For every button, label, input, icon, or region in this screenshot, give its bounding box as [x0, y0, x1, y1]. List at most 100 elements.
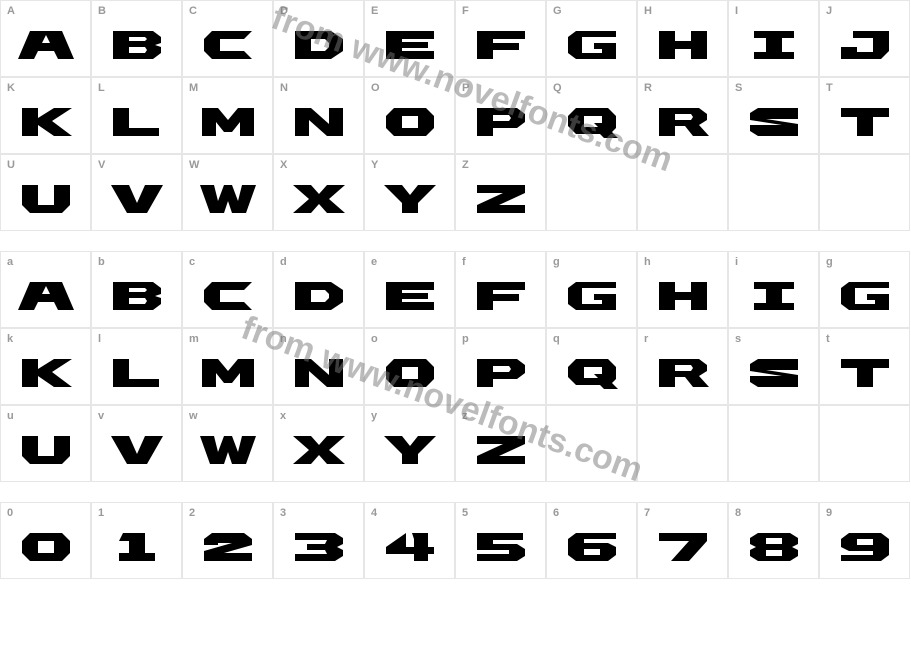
glyph-9 — [837, 525, 893, 569]
cell-label: E — [371, 5, 378, 17]
glyph-cell: k — [0, 328, 91, 405]
glyph-I — [746, 274, 802, 318]
glyph-cell: E — [364, 0, 455, 77]
glyph-cell — [637, 405, 728, 482]
glyph-Z — [473, 177, 529, 221]
cell-label: 9 — [826, 507, 832, 519]
glyph-6 — [564, 525, 620, 569]
glyph-cell: 5 — [455, 502, 546, 579]
glyph-cell: K — [0, 77, 91, 154]
glyph-T — [837, 100, 893, 144]
glyph-cell: t — [819, 328, 910, 405]
cell-label: U — [7, 159, 15, 171]
glyph-cell: W — [182, 154, 273, 231]
glyph-cell: c — [182, 251, 273, 328]
glyph-cell: 3 — [273, 502, 364, 579]
cell-label: c — [189, 256, 195, 268]
cell-label: 7 — [644, 507, 650, 519]
glyph-cell — [546, 154, 637, 231]
glyph-row: 0123456789 — [0, 502, 911, 579]
cell-label: z — [462, 410, 468, 422]
glyph-N — [291, 100, 347, 144]
glyph-Y — [382, 428, 438, 472]
cell-label: x — [280, 410, 286, 422]
glyph-cell: w — [182, 405, 273, 482]
glyph-Y — [382, 177, 438, 221]
cell-label: f — [462, 256, 466, 268]
glyph-G — [564, 274, 620, 318]
cell-label: i — [735, 256, 738, 268]
glyph-cell: r — [637, 328, 728, 405]
glyph-P — [473, 351, 529, 395]
cell-label: J — [826, 5, 832, 17]
cell-label: P — [462, 82, 469, 94]
glyph-cell: F — [455, 0, 546, 77]
glyph-cell: h — [637, 251, 728, 328]
glyph-7 — [655, 525, 711, 569]
cell-label: O — [371, 82, 380, 94]
glyph-E — [382, 23, 438, 67]
glyph-X — [291, 177, 347, 221]
glyph-cell: y — [364, 405, 455, 482]
glyph-H — [655, 274, 711, 318]
glyph-cell: A — [0, 0, 91, 77]
glyph-V — [109, 428, 165, 472]
cell-label: e — [371, 256, 377, 268]
glyph-cell — [819, 154, 910, 231]
glyph-C — [200, 23, 256, 67]
glyph-A — [18, 23, 74, 67]
glyph-cell: q — [546, 328, 637, 405]
glyph-E — [382, 274, 438, 318]
glyph-V — [109, 177, 165, 221]
glyph-M — [200, 351, 256, 395]
cell-label: C — [189, 5, 197, 17]
glyph-cell: 7 — [637, 502, 728, 579]
glyph-cell: v — [91, 405, 182, 482]
cell-label: a — [7, 256, 13, 268]
cell-label: R — [644, 82, 652, 94]
glyph-cell: L — [91, 77, 182, 154]
cell-label: V — [98, 159, 105, 171]
glyph-U — [18, 177, 74, 221]
cell-label: Y — [371, 159, 378, 171]
glyph-cell: n — [273, 328, 364, 405]
spacer-row — [0, 231, 911, 251]
cell-label: d — [280, 256, 287, 268]
glyph-L — [109, 100, 165, 144]
glyph-cell: b — [91, 251, 182, 328]
glyph-cell: T — [819, 77, 910, 154]
glyph-X — [291, 428, 347, 472]
cell-label: u — [7, 410, 14, 422]
cell-label: r — [644, 333, 648, 345]
cell-label: W — [189, 159, 199, 171]
glyph-cell: m — [182, 328, 273, 405]
glyph-cell: 0 — [0, 502, 91, 579]
cell-label: k — [7, 333, 13, 345]
cell-label: s — [735, 333, 741, 345]
cell-label: K — [7, 82, 15, 94]
glyph-cell: R — [637, 77, 728, 154]
cell-label: g — [553, 256, 560, 268]
glyph-B — [109, 274, 165, 318]
glyph-row: klmnopqrst — [0, 328, 911, 405]
cell-label: o — [371, 333, 378, 345]
glyph-cell: Q — [546, 77, 637, 154]
cell-label: Z — [462, 159, 469, 171]
glyph-cell: Y — [364, 154, 455, 231]
cell-label: 6 — [553, 507, 559, 519]
cell-label: v — [98, 410, 104, 422]
glyph-chart: ABCDEFGHIJKLMNOPQRSTUVWXYZabcdefghigklmn… — [0, 0, 911, 579]
glyph-J — [837, 23, 893, 67]
glyph-2 — [200, 525, 256, 569]
glyph-cell: 2 — [182, 502, 273, 579]
cell-label: q — [553, 333, 560, 345]
glyph-F — [473, 274, 529, 318]
glyph-cell: 1 — [91, 502, 182, 579]
glyph-G — [564, 23, 620, 67]
cell-label: N — [280, 82, 288, 94]
glyph-cell: P — [455, 77, 546, 154]
cell-label: t — [826, 333, 830, 345]
glyph-cell: x — [273, 405, 364, 482]
glyph-I — [746, 23, 802, 67]
cell-label: m — [189, 333, 199, 345]
